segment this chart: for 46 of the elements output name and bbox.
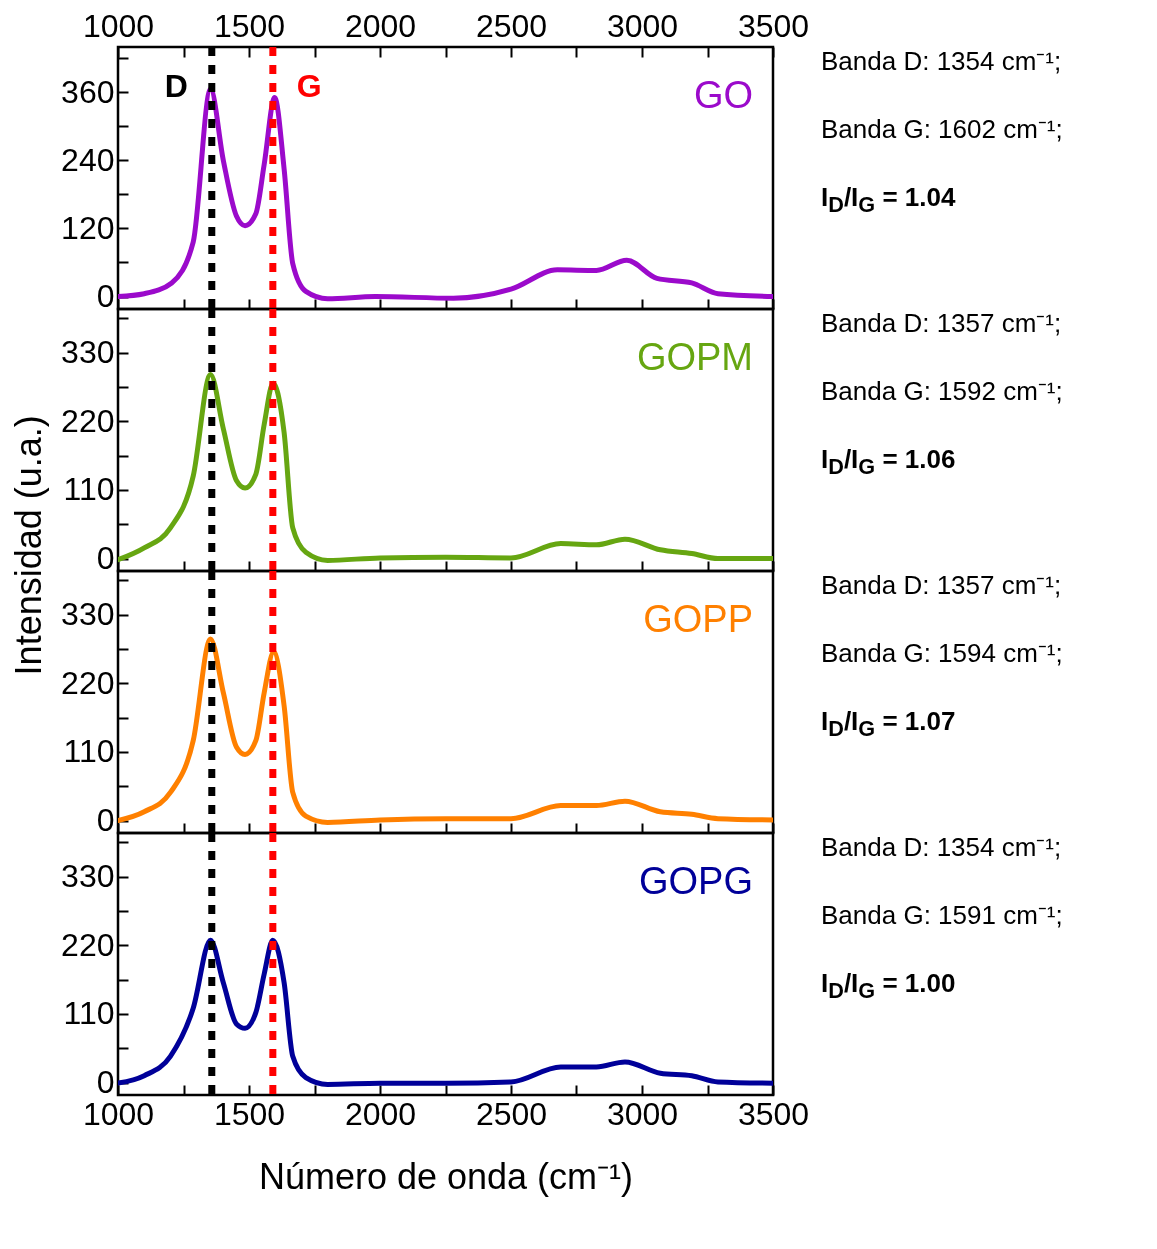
y-tick-label: 110 xyxy=(63,733,115,770)
y-tick-label: 360 xyxy=(61,73,115,110)
y-tick-label: 240 xyxy=(61,141,115,178)
text: Banda G: 1602 cm⁻¹; xyxy=(821,113,1063,146)
x2-tick-label: 3500 xyxy=(737,7,810,44)
text: Banda D: 1354 cm⁻¹; xyxy=(821,831,1062,864)
ref-line-label: G xyxy=(296,68,322,104)
y-tick-label: 330 xyxy=(61,858,115,895)
y-axis-title: Intensidad (u.a.) xyxy=(8,415,50,676)
text: GOPG xyxy=(638,860,753,902)
y-tick-label: 0 xyxy=(96,278,115,315)
text: I$_{D}$/I$_{G}$ = 1.04 xyxy=(821,181,956,220)
text: GO xyxy=(693,74,753,116)
y-tick-label: 220 xyxy=(61,664,115,701)
y-tick-label: 120 xyxy=(61,209,115,246)
text: GOPP xyxy=(643,598,753,640)
y-tick-label: 330 xyxy=(61,596,115,633)
y-tick-label: 220 xyxy=(61,402,115,439)
text: Banda G: 1592 cm⁻¹; xyxy=(821,375,1063,408)
x2-tick-label: 1000 xyxy=(82,7,155,44)
x-tick-label: 3500 xyxy=(737,1095,810,1132)
y-tick-label: 330 xyxy=(61,334,115,371)
text: I$_{D}$/I$_{G}$ = 1.06 xyxy=(821,443,956,482)
y-tick-label: 110 xyxy=(63,995,115,1032)
y-tick-label: 220 xyxy=(61,926,115,963)
x-tick-label: 3000 xyxy=(606,1095,679,1132)
x-axis-title: Número de onda (cm⁻¹) xyxy=(258,1155,634,1197)
y-tick-label: 110 xyxy=(63,471,115,508)
x2-tick-label: 1500 xyxy=(213,7,286,44)
text: Banda D: 1354 cm⁻¹; xyxy=(821,45,1062,78)
text: GOPM xyxy=(636,336,753,378)
x2-tick-label: 2000 xyxy=(344,7,417,44)
text: Banda D: 1357 cm⁻¹; xyxy=(821,569,1062,602)
x-tick-label: 1500 xyxy=(213,1095,286,1132)
y-tick-label: 0 xyxy=(96,540,115,577)
x-tick-label: 2500 xyxy=(475,1095,548,1132)
text: Banda G: 1591 cm⁻¹; xyxy=(821,899,1063,932)
text: I$_{D}$/I$_{G}$ = 1.00 xyxy=(821,967,956,1006)
ref-line-label: D xyxy=(164,68,188,104)
x-tick-label: 2000 xyxy=(344,1095,417,1132)
x2-tick-label: 2500 xyxy=(475,7,548,44)
y-tick-label: 0 xyxy=(96,802,115,839)
x2-tick-label: 3000 xyxy=(606,7,679,44)
text: I$_{D}$/I$_{G}$ = 1.07 xyxy=(821,705,956,744)
text: Banda D: 1357 cm⁻¹; xyxy=(821,307,1062,340)
text: Banda G: 1594 cm⁻¹; xyxy=(821,637,1063,670)
